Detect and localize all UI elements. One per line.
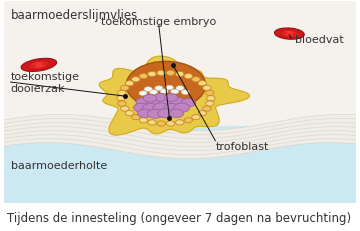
Ellipse shape	[171, 98, 187, 107]
Ellipse shape	[198, 111, 207, 116]
Ellipse shape	[131, 115, 140, 120]
Ellipse shape	[149, 90, 158, 95]
Ellipse shape	[139, 91, 147, 96]
Ellipse shape	[126, 62, 206, 109]
Ellipse shape	[118, 91, 126, 96]
Ellipse shape	[147, 97, 164, 107]
Ellipse shape	[157, 71, 166, 76]
Ellipse shape	[29, 65, 36, 69]
Ellipse shape	[181, 90, 189, 95]
Ellipse shape	[143, 95, 157, 103]
Ellipse shape	[125, 81, 134, 86]
Text: toekomstige
dooierzak: toekomstige dooierzak	[11, 72, 80, 94]
Ellipse shape	[165, 86, 174, 90]
Ellipse shape	[166, 71, 175, 76]
Ellipse shape	[117, 96, 125, 101]
Text: trofoblast: trofoblast	[215, 141, 269, 151]
Ellipse shape	[203, 106, 211, 112]
Ellipse shape	[142, 104, 159, 114]
Ellipse shape	[139, 118, 148, 123]
Ellipse shape	[148, 120, 156, 125]
Ellipse shape	[206, 101, 214, 107]
Ellipse shape	[148, 72, 156, 77]
Ellipse shape	[176, 72, 184, 77]
Text: bloedvat: bloedvat	[294, 34, 343, 45]
Ellipse shape	[192, 115, 200, 120]
Ellipse shape	[121, 86, 129, 91]
Ellipse shape	[121, 106, 129, 112]
Ellipse shape	[282, 32, 297, 37]
Ellipse shape	[206, 91, 214, 96]
Ellipse shape	[131, 77, 140, 82]
Ellipse shape	[184, 74, 193, 79]
Ellipse shape	[166, 121, 175, 127]
Ellipse shape	[157, 121, 166, 127]
Ellipse shape	[138, 110, 152, 118]
Ellipse shape	[292, 33, 297, 37]
Ellipse shape	[176, 86, 184, 91]
Ellipse shape	[192, 77, 200, 82]
Ellipse shape	[30, 62, 48, 69]
Bar	[4, 2, 356, 147]
Ellipse shape	[136, 98, 153, 108]
Ellipse shape	[169, 110, 184, 118]
Text: baarmoederslijmvlies: baarmoederslijmvlies	[11, 9, 138, 22]
Ellipse shape	[275, 29, 304, 40]
Ellipse shape	[125, 111, 134, 116]
Ellipse shape	[282, 32, 287, 36]
Ellipse shape	[176, 120, 184, 125]
Ellipse shape	[163, 104, 180, 114]
Ellipse shape	[158, 109, 174, 119]
Ellipse shape	[21, 59, 57, 72]
Bar	[4, 127, 356, 203]
Polygon shape	[99, 57, 249, 135]
Text: Tijdens de innesteling (ongeveer 7 dagen na bevruchting): Tijdens de innesteling (ongeveer 7 dagen…	[7, 211, 351, 224]
Ellipse shape	[42, 63, 49, 66]
Ellipse shape	[207, 96, 215, 101]
Ellipse shape	[153, 103, 170, 113]
Ellipse shape	[147, 110, 163, 119]
Ellipse shape	[154, 94, 167, 102]
Ellipse shape	[159, 97, 176, 107]
Text: toekomstige embryo: toekomstige embryo	[101, 16, 216, 26]
Ellipse shape	[181, 99, 195, 108]
Ellipse shape	[198, 81, 207, 86]
Ellipse shape	[118, 101, 126, 107]
Ellipse shape	[174, 104, 190, 113]
Ellipse shape	[160, 89, 168, 94]
Ellipse shape	[184, 118, 193, 123]
Ellipse shape	[165, 94, 178, 102]
Polygon shape	[4, 115, 356, 159]
Ellipse shape	[134, 104, 149, 112]
Ellipse shape	[171, 90, 179, 94]
Text: baarmoederholte: baarmoederholte	[11, 160, 107, 170]
Ellipse shape	[139, 74, 148, 79]
Ellipse shape	[144, 87, 152, 92]
Ellipse shape	[203, 86, 211, 91]
Ellipse shape	[155, 86, 163, 91]
